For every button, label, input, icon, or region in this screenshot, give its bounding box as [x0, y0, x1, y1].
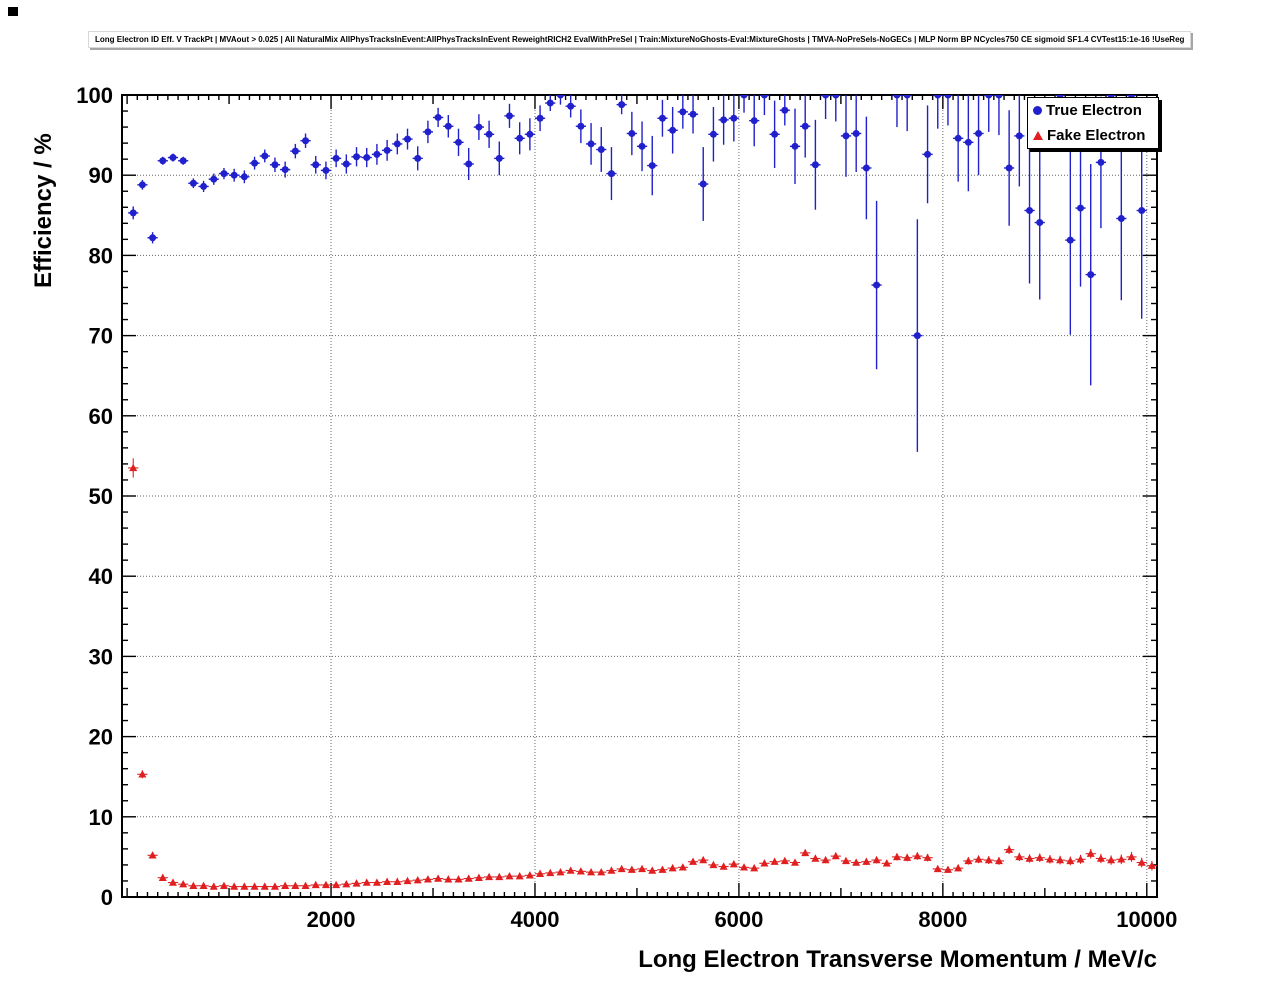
- svg-text:20: 20: [89, 725, 113, 750]
- svg-text:10000: 10000: [1116, 907, 1177, 932]
- canvas-corner-mark: [8, 7, 18, 16]
- svg-text:2000: 2000: [307, 907, 356, 932]
- svg-text:8000: 8000: [918, 907, 967, 932]
- svg-text:60: 60: [89, 404, 113, 429]
- svg-text:0: 0: [101, 885, 113, 910]
- legend-item-true-electron: True Electron: [1028, 98, 1158, 123]
- x-axis-title: Long Electron Transverse Momentum / MeV/…: [638, 946, 1157, 973]
- legend-item-fake-electron: Fake Electron: [1028, 123, 1158, 148]
- triangle-marker-icon: [1033, 131, 1043, 140]
- svg-text:50: 50: [89, 484, 113, 509]
- svg-text:40: 40: [89, 564, 113, 589]
- svg-text:30: 30: [89, 644, 113, 669]
- svg-text:4000: 4000: [511, 907, 560, 932]
- svg-text:80: 80: [89, 243, 113, 268]
- plot-title: Long Electron ID Eff. V TrackPt | MVAout…: [88, 31, 1192, 48]
- y-axis-title: Efficiency / %: [30, 133, 57, 288]
- legend-label-true-electron: True Electron: [1046, 102, 1142, 119]
- svg-text:90: 90: [89, 163, 113, 188]
- svg-text:100: 100: [76, 83, 113, 108]
- legend: True Electron Fake Electron: [1027, 97, 1159, 149]
- svg-text:6000: 6000: [714, 907, 763, 932]
- legend-label-fake-electron: Fake Electron: [1047, 127, 1146, 144]
- svg-text:10: 10: [89, 805, 113, 830]
- circle-marker-icon: [1033, 106, 1042, 115]
- svg-text:70: 70: [89, 324, 113, 349]
